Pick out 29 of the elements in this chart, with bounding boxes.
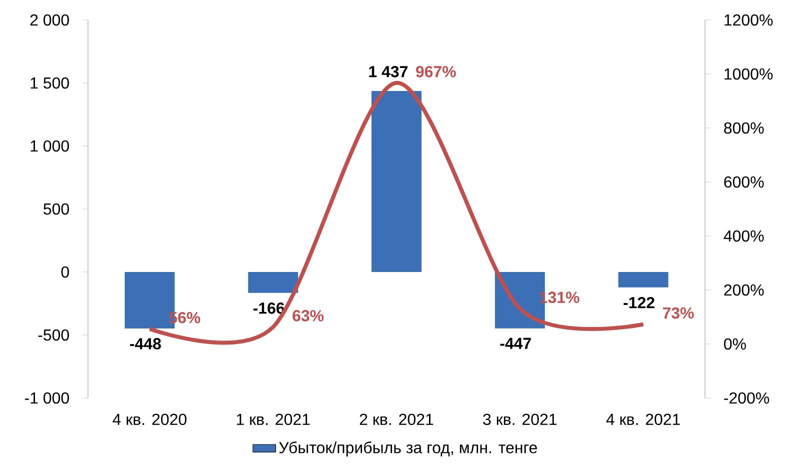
data-label: 73% bbox=[662, 307, 694, 319]
y-tick-label: 0 bbox=[61, 266, 69, 278]
y-tick-label: -1 000 bbox=[24, 392, 69, 404]
data-label: -166 bbox=[253, 302, 284, 314]
data-label: 967% bbox=[416, 66, 456, 78]
x-tick-label: 2 кв. 2021 bbox=[360, 414, 434, 426]
y2-tick-label: 400% bbox=[724, 230, 764, 242]
legend-label: Убыток/прибыль за год, млн. тенге bbox=[279, 441, 537, 456]
y2-tick-label: 800% bbox=[724, 122, 764, 134]
data-label: 1 437 bbox=[369, 66, 408, 78]
x-tick-label: 3 кв. 2021 bbox=[483, 414, 557, 426]
y2-tick-label: 600% bbox=[724, 176, 764, 188]
x-tick-label: 4 кв. 2020 bbox=[112, 414, 186, 426]
data-label: -122 bbox=[624, 296, 654, 308]
y-tick-label: -500 bbox=[38, 329, 69, 341]
y2-tick-label: 200% bbox=[724, 284, 764, 296]
y-tick-label: 1 000 bbox=[30, 140, 69, 152]
x-tick-label: 4 кв. 2021 bbox=[606, 414, 680, 426]
x-tick-label: 1 кв. 2021 bbox=[236, 414, 310, 426]
y2-tick-label: 1000% bbox=[724, 68, 773, 80]
y2-tick-label: -200% bbox=[724, 392, 770, 404]
y-tick-label: 2 000 bbox=[30, 14, 69, 26]
y-tick-label: 500 bbox=[44, 203, 69, 215]
y2-tick-label: 0% bbox=[724, 338, 746, 350]
data-label: -447 bbox=[500, 338, 531, 349]
y2-tick-label: 1200% bbox=[724, 14, 773, 26]
y-tick-label: 1 500 bbox=[30, 77, 69, 89]
data-label: -448 bbox=[130, 338, 161, 350]
data-label: 63% bbox=[292, 310, 324, 322]
